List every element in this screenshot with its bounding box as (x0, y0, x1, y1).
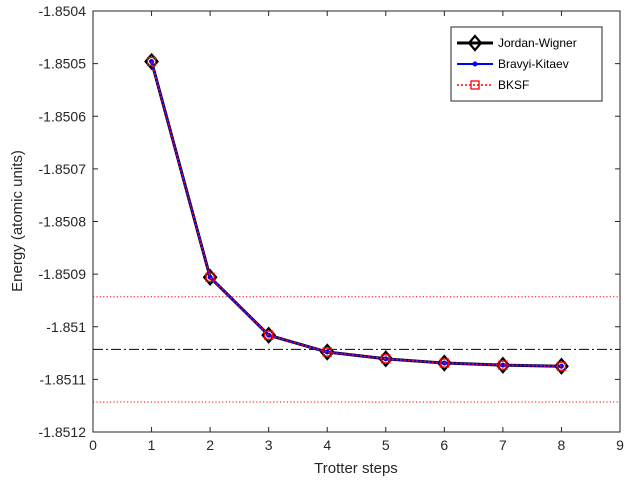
x-tick-label: 3 (265, 437, 273, 453)
y-tick-label: -1.8511 (40, 371, 87, 387)
x-tick-label: 5 (382, 437, 390, 453)
x-tick-label: 6 (440, 437, 448, 453)
y-tick-label: -1.8509 (39, 266, 87, 282)
y-tick-label: -1.8506 (39, 108, 87, 124)
y-axis-label: Energy (atomic units) (9, 150, 26, 292)
data-point (264, 330, 274, 340)
x-tick-label: 0 (89, 437, 97, 453)
legend-marker (472, 61, 478, 67)
x-axis-label: Trotter steps (314, 460, 398, 477)
data-point (146, 56, 157, 67)
y-tick-label: -1.8504 (39, 3, 87, 19)
data-point (556, 361, 567, 371)
y-tick-label: -1.851 (46, 319, 86, 335)
legend-marker (470, 80, 480, 90)
legend-entry: Bravyi-Kitaev (498, 57, 569, 71)
legend-entry: Jordan-Wigner (498, 36, 577, 50)
x-tick-label: 9 (616, 437, 624, 453)
legend-entry: BKSF (498, 78, 529, 92)
series-line (150, 61, 562, 368)
data-point (381, 354, 391, 364)
x-tick-label: 7 (499, 437, 507, 453)
y-tick-label: -1.8508 (39, 214, 87, 230)
legend-marker (467, 34, 483, 52)
data-point (205, 272, 215, 282)
data-point (322, 347, 332, 357)
data-point (439, 358, 449, 368)
y-tick-label: -1.8505 (39, 56, 87, 72)
x-tick-label: 2 (206, 437, 214, 453)
legend: Jordan-Wigner Bravyi-Kitaev BKSF (450, 26, 603, 102)
x-tick-label: 1 (148, 437, 156, 453)
y-tick-label: -1.8512 (39, 424, 87, 440)
data-point (498, 360, 508, 370)
x-tick-label: 8 (558, 437, 566, 453)
series-2 (146, 56, 567, 371)
y-tick-label: -1.8507 (39, 161, 87, 177)
x-tick-label: 4 (323, 437, 331, 453)
